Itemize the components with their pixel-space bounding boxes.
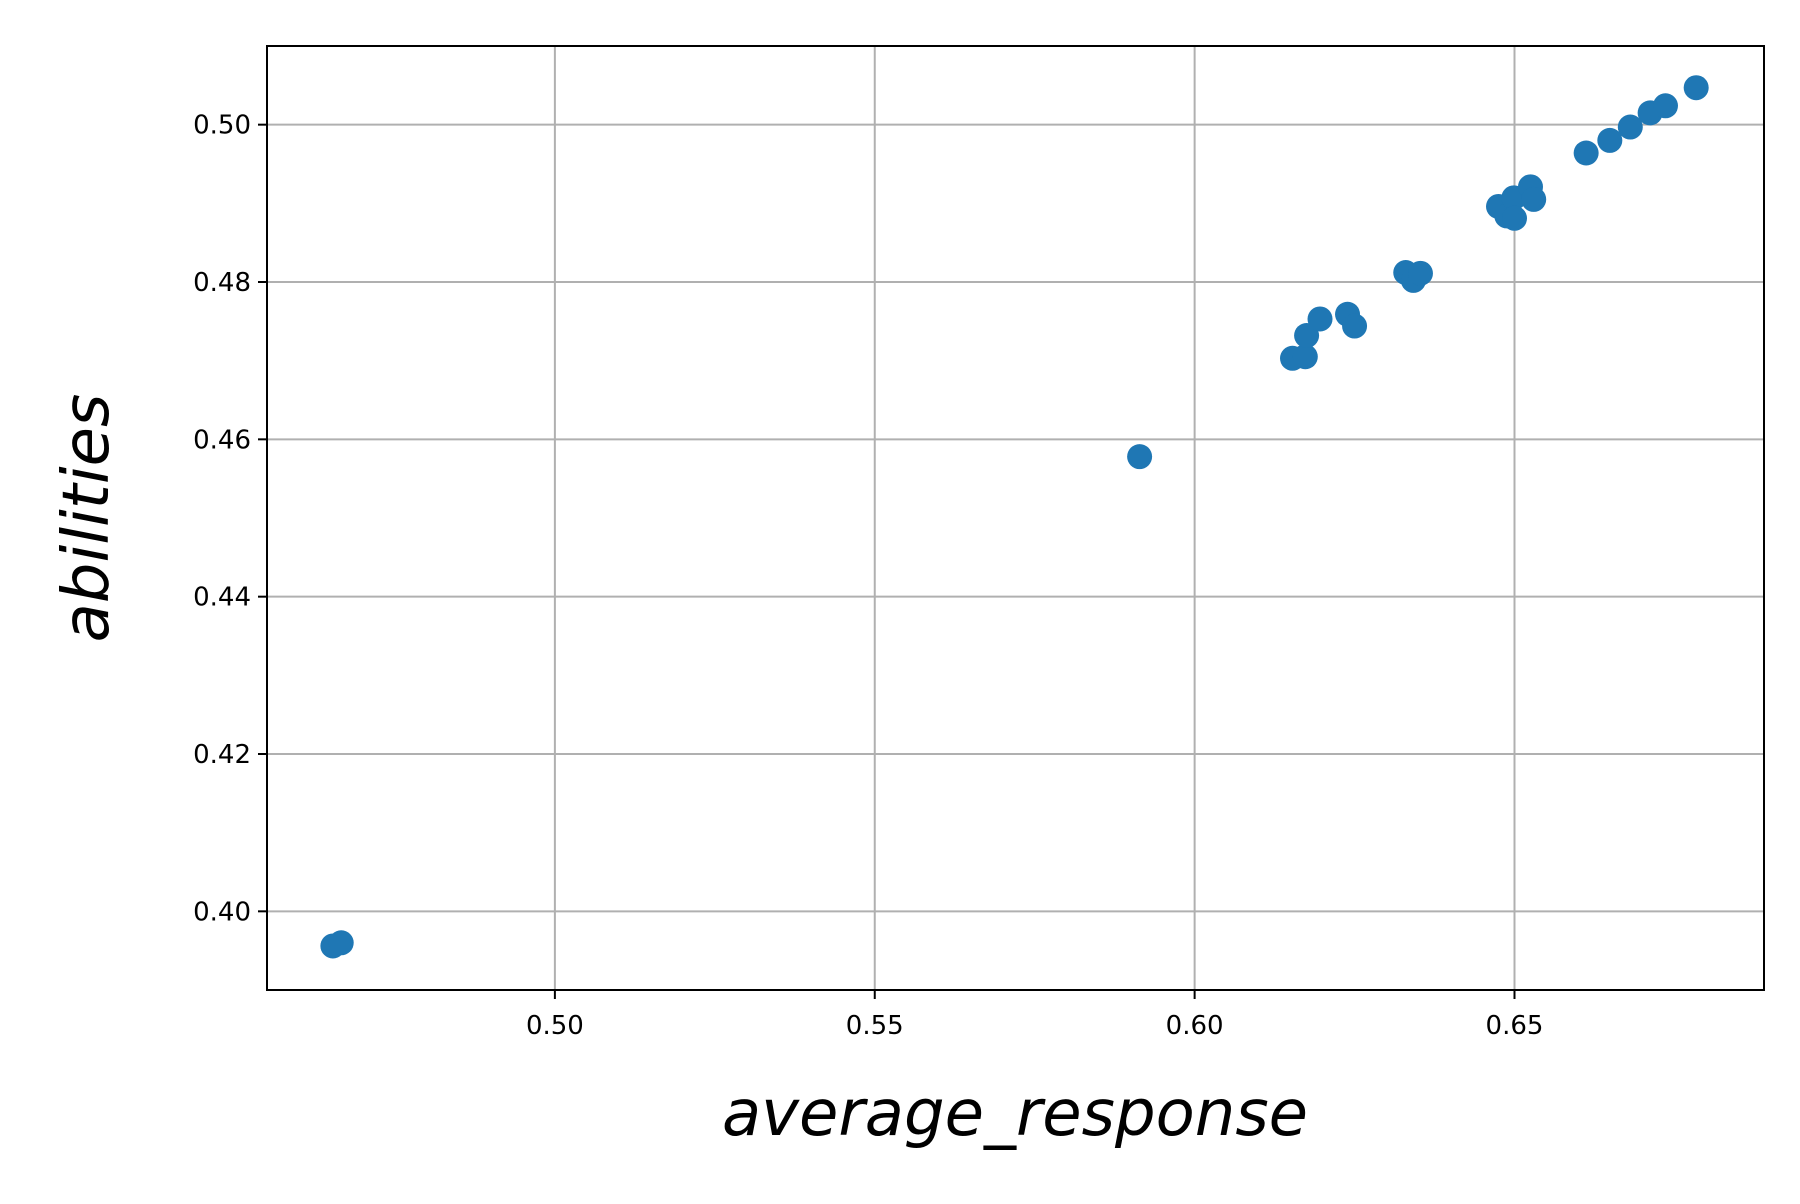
y-tick-label: 0.42 bbox=[193, 740, 251, 770]
y-tick-label: 0.44 bbox=[193, 583, 251, 613]
y-tick-label: 0.46 bbox=[193, 425, 251, 455]
data-point bbox=[1597, 127, 1623, 153]
data-point bbox=[1683, 75, 1709, 101]
data-point bbox=[1617, 114, 1643, 140]
data-point bbox=[1294, 322, 1320, 348]
data-point bbox=[1342, 313, 1368, 339]
y-tick-label: 0.48 bbox=[193, 268, 251, 298]
x-tick-label: 0.55 bbox=[846, 1011, 904, 1041]
data-point bbox=[1292, 344, 1318, 370]
x-tick-label: 0.65 bbox=[1486, 1011, 1544, 1041]
plot-frame bbox=[266, 45, 1765, 991]
data-point bbox=[328, 930, 354, 956]
grid-lines bbox=[267, 46, 1764, 990]
y-tick-label: 0.40 bbox=[193, 897, 251, 927]
data-point bbox=[1573, 140, 1599, 166]
data-point bbox=[1502, 205, 1527, 231]
data-point bbox=[1307, 306, 1333, 332]
data-point bbox=[1407, 260, 1433, 286]
y-tick-label: 0.50 bbox=[193, 111, 251, 141]
y-axis-title: abilities bbox=[50, 394, 124, 643]
data-point bbox=[1652, 93, 1678, 119]
data-point bbox=[1127, 444, 1153, 470]
x-tick-label: 0.60 bbox=[1166, 1011, 1224, 1041]
axis-ticks: 0.50 0.55 0.60 0.65 0.40 0.42 0.44 0.46 0.48 0.50 bbox=[193, 111, 1543, 1041]
data-points bbox=[320, 75, 1709, 959]
data-point bbox=[1521, 186, 1547, 212]
x-tick-label: 0.50 bbox=[526, 1011, 584, 1041]
x-axis-title: average_response bbox=[722, 1077, 1308, 1151]
